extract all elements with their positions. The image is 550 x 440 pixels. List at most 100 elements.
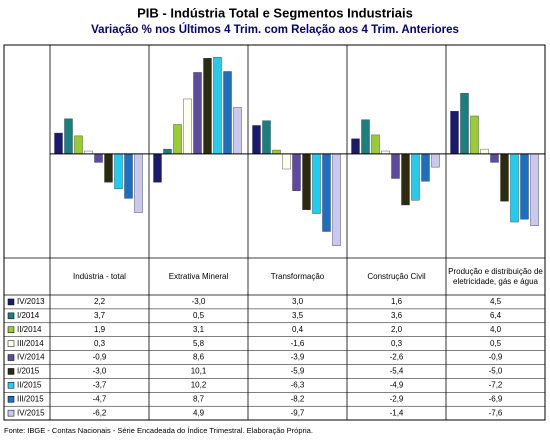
- legend-swatch: [7, 298, 15, 306]
- bar: [74, 135, 83, 155]
- bar: [272, 149, 281, 155]
- bar: [173, 124, 182, 155]
- bar: [223, 71, 232, 155]
- table-value: 8,7: [193, 394, 205, 403]
- legend-label: III/2014: [17, 339, 44, 348]
- table-value: 4,5: [490, 297, 502, 306]
- bar: [134, 153, 143, 213]
- table-value: -2,6: [390, 353, 404, 362]
- table-value: 0,5: [193, 311, 205, 320]
- bar: [391, 153, 400, 179]
- category-label: Extrativa Mineral: [168, 271, 229, 281]
- category-label-box: Construção Civil: [367, 271, 426, 281]
- table-value: 2,2: [94, 297, 106, 306]
- bar: [510, 153, 519, 223]
- table-value: -0,9: [93, 353, 107, 362]
- bar: [252, 125, 261, 155]
- legend-swatch: [7, 326, 15, 333]
- bar: [460, 93, 469, 155]
- table-value: -5,9: [291, 367, 305, 376]
- bar: [480, 148, 489, 155]
- table-value: 0,5: [490, 339, 502, 348]
- bar: [371, 134, 380, 155]
- chart-subtitle: Variação % nos Últimos 4 Trim. com Relaç…: [91, 23, 459, 36]
- table-value: 4,9: [193, 408, 205, 417]
- table-value: 0,3: [391, 339, 403, 348]
- category-label: Construção Civil: [367, 271, 426, 281]
- bar: [421, 153, 430, 182]
- bar: [262, 120, 271, 155]
- table-value: -3,0: [93, 367, 107, 376]
- category-label: Transformação: [270, 271, 325, 281]
- table-value: -7,6: [489, 408, 503, 417]
- bar: [94, 153, 103, 163]
- bar: [292, 153, 301, 191]
- bar: [282, 153, 291, 170]
- bar: [213, 57, 222, 155]
- bar: [322, 153, 331, 232]
- bar: [183, 98, 192, 155]
- legend-label: IV/2013: [17, 297, 45, 306]
- legend-swatch: [7, 354, 15, 361]
- bar: [54, 132, 63, 155]
- table-value: -8,2: [291, 394, 305, 403]
- table-value: -1,6: [291, 339, 305, 348]
- table-value: 3,5: [292, 311, 304, 320]
- table-value: 3,1: [193, 325, 205, 334]
- table-value: 2,0: [391, 325, 403, 334]
- bar: [530, 153, 539, 227]
- legend-label: IV/2014: [17, 353, 45, 362]
- legend-swatch: [7, 368, 15, 375]
- table-value: 8,6: [193, 353, 205, 362]
- legend-label: IV/2015: [17, 408, 45, 417]
- legend-swatch: [7, 312, 15, 320]
- bar: [332, 153, 341, 246]
- bar: [203, 58, 212, 155]
- table-value: 3,6: [391, 311, 403, 320]
- bar: [153, 153, 162, 183]
- bar: [361, 119, 370, 155]
- table-value: -5,4: [390, 367, 404, 376]
- table-value: 1,9: [94, 325, 106, 334]
- table-value: 0,3: [94, 339, 106, 348]
- category-label-box: Transformação: [270, 271, 325, 281]
- bar: [104, 153, 113, 183]
- category-label-box: Produção e distribuição de eletricidade,…: [448, 267, 543, 286]
- bar: [450, 111, 459, 155]
- bar: [431, 153, 440, 168]
- bar: [351, 138, 360, 155]
- table-value: -5,0: [489, 367, 503, 376]
- table-value: -0,9: [489, 353, 503, 362]
- bar: [500, 153, 509, 202]
- table-value: -6,2: [93, 408, 107, 417]
- bar: [302, 153, 311, 210]
- legend-label: II/2015: [17, 380, 42, 389]
- table-value: -2,9: [390, 394, 404, 403]
- table-value: -9,7: [291, 408, 305, 417]
- table-value: 1,6: [391, 297, 403, 306]
- legend-label: I/2015: [17, 367, 40, 376]
- table-value: -4,9: [390, 380, 404, 389]
- table-value: -7,2: [489, 380, 503, 389]
- table-value: 3,7: [94, 311, 106, 320]
- legend-label: III/2015: [17, 394, 44, 403]
- bar: [470, 115, 479, 155]
- bar: [233, 107, 242, 155]
- legend-swatch: [7, 409, 15, 417]
- bar: [411, 153, 420, 201]
- category-label-box: Indústria - total: [73, 272, 126, 281]
- table-value: 5,8: [193, 339, 205, 348]
- table-value: 4,0: [490, 325, 502, 334]
- bar: [312, 153, 321, 214]
- bar: [163, 148, 172, 155]
- table-value: 3,0: [292, 297, 304, 306]
- bar: [193, 72, 202, 155]
- chart-title: PIB - Indústria Total e Segmentos Indust…: [137, 5, 413, 20]
- bar: [114, 153, 123, 190]
- legend-label: II/2014: [17, 325, 42, 334]
- table-value: 10,2: [191, 380, 207, 389]
- bar: [520, 153, 529, 220]
- legend-swatch: [7, 382, 15, 389]
- table-value: 0,4: [292, 325, 304, 334]
- bar: [124, 153, 133, 199]
